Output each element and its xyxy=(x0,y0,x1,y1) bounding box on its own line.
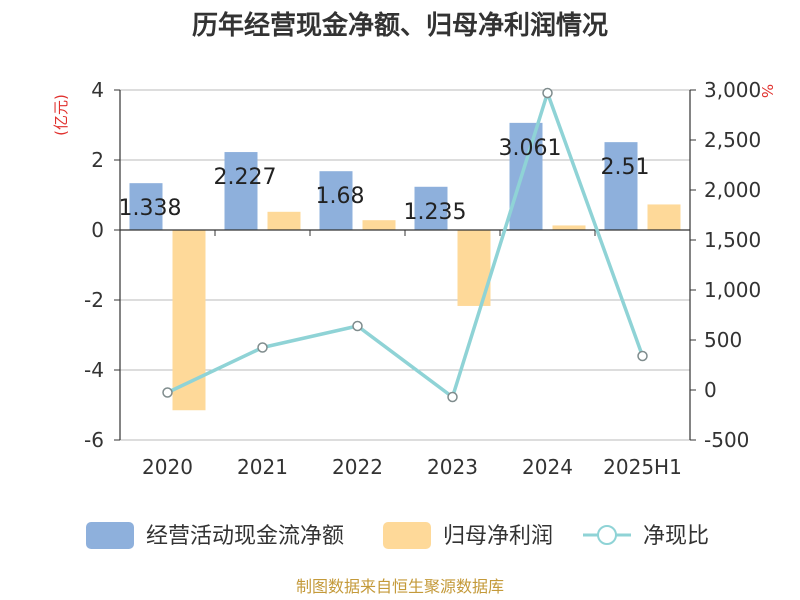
x-axis-labels: 2020 2021 2022 2023 2024 2025H1 xyxy=(142,455,682,479)
x-tick-label: 2023 xyxy=(427,455,478,479)
bars xyxy=(129,122,681,411)
legend-label-ratio: 净现比 xyxy=(643,524,709,549)
chart-title: 历年经营现金净额、归母净利润情况 xyxy=(192,10,608,41)
bar-net-profit xyxy=(267,211,301,230)
cash-flow-data-label: 1.235 xyxy=(404,200,467,225)
cash-flow-data-label: 1.338 xyxy=(119,196,182,221)
ratio-line xyxy=(162,87,648,403)
x-tick-label: 2022 xyxy=(332,455,383,479)
left-tick-label: 4 xyxy=(91,78,104,102)
bar-cash-flow xyxy=(224,152,258,230)
x-tick-label: 2021 xyxy=(237,455,288,479)
right-tick-label: 1,500 xyxy=(704,228,761,252)
ratio-line-path xyxy=(166,91,645,399)
right-tick-label: 2,000 xyxy=(704,178,761,202)
left-tick-label: -4 xyxy=(84,358,104,382)
cash-flow-data-label: 2.51 xyxy=(601,155,650,180)
left-tick-label: -2 xyxy=(84,288,104,312)
bar-net-profit xyxy=(647,204,681,230)
ratio-point xyxy=(637,350,648,362)
right-axis-unit: % xyxy=(758,84,776,98)
legend-swatch-cash-flow xyxy=(86,522,134,549)
right-tick-label: 2,500 xyxy=(704,128,761,152)
bar-cash-flow xyxy=(604,142,638,230)
bar-cash-flow xyxy=(509,122,543,230)
left-axis-unit: (亿元) xyxy=(52,94,70,136)
cash-flow-data-label: 3.061 xyxy=(499,136,562,161)
legend: 经营活动现金流净额 归母净利润 净现比 xyxy=(86,522,709,549)
cash-flow-data-label: 1.68 xyxy=(316,184,365,209)
right-tick-label: 3,000 xyxy=(704,78,761,102)
left-tick-label: 2 xyxy=(91,148,104,172)
bar-net-profit xyxy=(552,225,586,230)
source-note: 制图数据来自恒生聚源数据库 xyxy=(296,577,504,596)
legend-swatch-net-profit xyxy=(383,522,431,549)
left-axis-ticks: 4 2 0 -2 -4 -6 xyxy=(84,78,120,452)
ratio-point xyxy=(352,320,363,332)
right-axis-ticks: 3,000 2,500 2,000 1,500 1,000 500 0 -500 xyxy=(690,78,761,452)
right-tick-label: 1,000 xyxy=(704,278,761,302)
bar-cash-flow xyxy=(414,186,448,230)
x-tick-label: 2020 xyxy=(142,455,193,479)
x-tick-label: 2024 xyxy=(522,455,573,479)
x-tick-label: 2025H1 xyxy=(603,455,682,479)
ratio-point xyxy=(447,391,458,403)
right-tick-label: -500 xyxy=(704,428,749,452)
bar-net-profit xyxy=(172,230,206,411)
cash-flow-data-label: 2.227 xyxy=(214,165,277,190)
legend-label-cash-flow: 经营活动现金流净额 xyxy=(146,524,344,549)
bar-net-profit xyxy=(362,220,396,230)
ratio-point xyxy=(162,387,173,398)
left-tick-label: -6 xyxy=(84,428,104,452)
axes xyxy=(119,90,691,440)
legend-swatch-ratio-marker xyxy=(597,525,617,545)
ratio-point xyxy=(257,342,268,353)
bar-cash-flow xyxy=(129,183,163,230)
data-labels: 1.338 2.227 1.68 1.235 3.061 2.51 xyxy=(119,136,650,225)
legend-label-net-profit: 归母净利润 xyxy=(443,524,553,549)
right-tick-label: 0 xyxy=(704,378,717,402)
bar-cash-flow xyxy=(319,171,353,230)
left-tick-label: 0 xyxy=(91,218,104,242)
right-tick-label: 500 xyxy=(704,328,742,352)
ratio-point xyxy=(542,87,553,99)
